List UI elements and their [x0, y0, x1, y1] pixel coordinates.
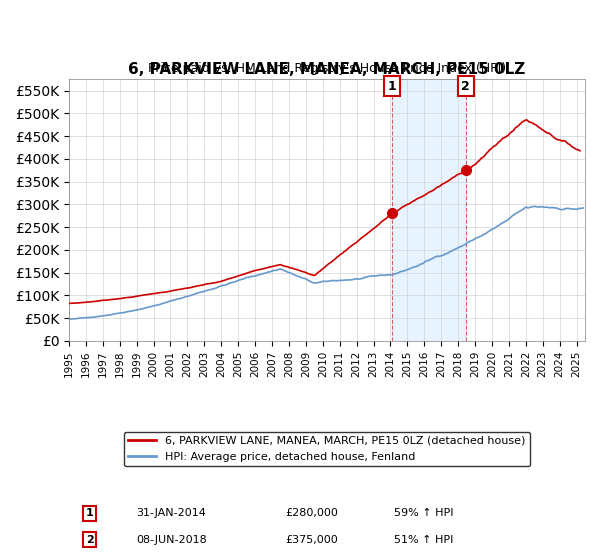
Text: Price paid vs. HM Land Registry's House Price Index (HPI): Price paid vs. HM Land Registry's House …: [148, 62, 506, 76]
Text: 1: 1: [86, 508, 94, 519]
Text: £280,000: £280,000: [286, 508, 338, 519]
Text: 59% ↑ HPI: 59% ↑ HPI: [394, 508, 454, 519]
Text: 51% ↑ HPI: 51% ↑ HPI: [394, 535, 454, 544]
Text: £375,000: £375,000: [286, 535, 338, 544]
Text: 2: 2: [86, 535, 94, 544]
Title: 6, PARKVIEW LANE, MANEA, MARCH, PE15 0LZ: 6, PARKVIEW LANE, MANEA, MARCH, PE15 0LZ: [128, 62, 526, 77]
Text: 08-JUN-2018: 08-JUN-2018: [136, 535, 207, 544]
Bar: [392, 80, 466, 341]
Legend: 6, PARKVIEW LANE, MANEA, MARCH, PE15 0LZ (detached house), HPI: Average price, d: 6, PARKVIEW LANE, MANEA, MARCH, PE15 0LZ…: [124, 432, 530, 466]
Text: 1: 1: [388, 80, 396, 92]
Text: 31-JAN-2014: 31-JAN-2014: [136, 508, 206, 519]
Text: 2: 2: [461, 80, 470, 92]
